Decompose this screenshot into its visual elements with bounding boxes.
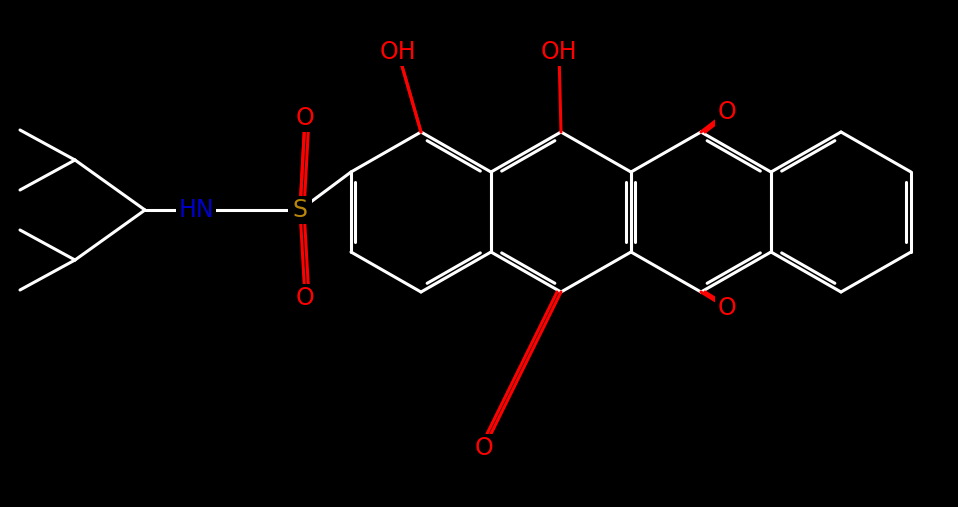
- Bar: [715, 296, 739, 320]
- Bar: [472, 436, 496, 460]
- Text: O: O: [718, 296, 737, 320]
- Text: OH: OH: [540, 40, 578, 64]
- Bar: [288, 198, 312, 222]
- Text: O: O: [718, 100, 737, 124]
- Bar: [293, 286, 317, 310]
- Text: HN: HN: [178, 198, 214, 222]
- Text: O: O: [474, 436, 493, 460]
- Bar: [715, 100, 739, 124]
- Bar: [376, 38, 420, 66]
- Text: S: S: [292, 198, 308, 222]
- Text: O: O: [296, 286, 314, 310]
- Text: O: O: [296, 106, 314, 130]
- Bar: [293, 106, 317, 130]
- Bar: [176, 198, 216, 222]
- Bar: [537, 38, 581, 66]
- Text: OH: OH: [379, 40, 417, 64]
